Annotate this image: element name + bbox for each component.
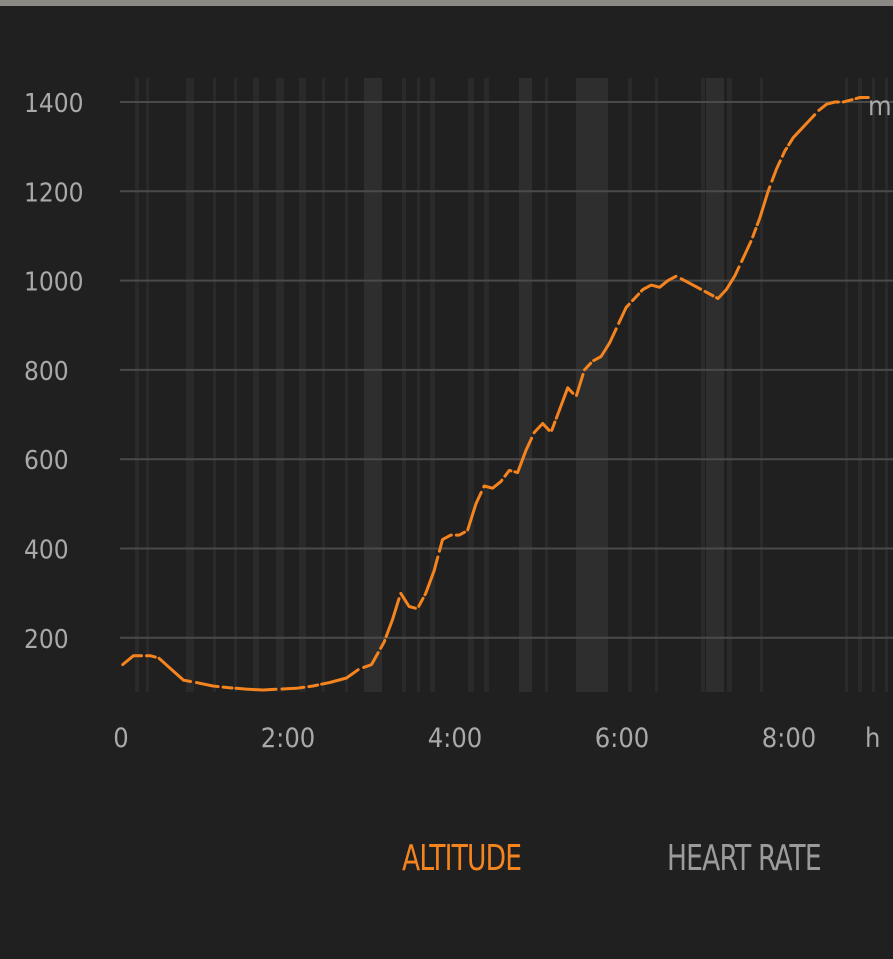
altitude-series-line bbox=[121, 96, 870, 692]
activity-band bbox=[213, 78, 216, 692]
activity-band bbox=[276, 78, 284, 692]
activity-band bbox=[845, 78, 848, 692]
activity-band bbox=[430, 78, 435, 692]
altitude-chart: 200 400 600 800 1000 1200 1400 0 2:00 4:00 6:00 8:… bbox=[24, 78, 893, 754]
x-tick-label: 8:00 bbox=[762, 723, 817, 754]
series-lines bbox=[121, 96, 870, 692]
y-tick-label: 1200 bbox=[24, 178, 84, 208]
activity-band bbox=[345, 78, 348, 692]
metric-tabs: ALTITUDE HEART RATE bbox=[0, 838, 893, 898]
grid-lines bbox=[120, 101, 893, 639]
y-tick-label: 800 bbox=[24, 357, 69, 387]
tab-heart-rate[interactable]: HEART RATE bbox=[667, 838, 822, 879]
activity-band bbox=[402, 78, 406, 692]
activity-band bbox=[545, 78, 548, 692]
activity-band bbox=[576, 78, 608, 692]
activity-band bbox=[701, 78, 705, 692]
activity-band bbox=[364, 78, 382, 692]
tab-altitude[interactable]: ALTITUDE bbox=[402, 838, 522, 879]
x-tick-label: 0 bbox=[113, 723, 128, 754]
activity-band bbox=[885, 78, 888, 692]
y-tick-label: 400 bbox=[24, 536, 69, 566]
activity-band bbox=[299, 78, 306, 692]
top-image-strip bbox=[0, 0, 893, 6]
activity-band bbox=[519, 78, 532, 692]
y-tick-label: 600 bbox=[24, 446, 69, 476]
y-unit-label: m bbox=[868, 91, 892, 122]
activity-band bbox=[760, 78, 763, 692]
activity-band bbox=[253, 78, 259, 692]
activity-band bbox=[146, 78, 149, 692]
x-axis-ticks: 0 2:00 4:00 6:00 8:00 bbox=[113, 723, 816, 754]
activity-band bbox=[872, 78, 875, 692]
activity-band bbox=[655, 78, 658, 692]
y-tick-label: 1400 bbox=[24, 89, 84, 119]
activity-band bbox=[727, 78, 732, 692]
activity-band bbox=[417, 78, 420, 692]
activity-band bbox=[322, 78, 325, 692]
activity-band bbox=[135, 78, 139, 692]
activity-band bbox=[628, 78, 632, 692]
x-tick-label: 4:00 bbox=[428, 723, 483, 754]
activity-band bbox=[858, 78, 862, 692]
x-tick-label: 6:00 bbox=[595, 723, 650, 754]
activity-band bbox=[706, 78, 724, 692]
y-tick-label: 1000 bbox=[24, 268, 84, 298]
activity-band bbox=[186, 78, 194, 692]
x-unit-label: h bbox=[865, 723, 880, 754]
activity-band bbox=[468, 78, 474, 692]
activity-band bbox=[234, 78, 237, 692]
activity-band bbox=[484, 78, 489, 692]
x-tick-label: 2:00 bbox=[261, 723, 316, 754]
y-axis-ticks: 200 400 600 800 1000 1200 1400 bbox=[24, 89, 84, 655]
activity-bands bbox=[135, 78, 888, 692]
y-tick-label: 200 bbox=[24, 625, 69, 655]
